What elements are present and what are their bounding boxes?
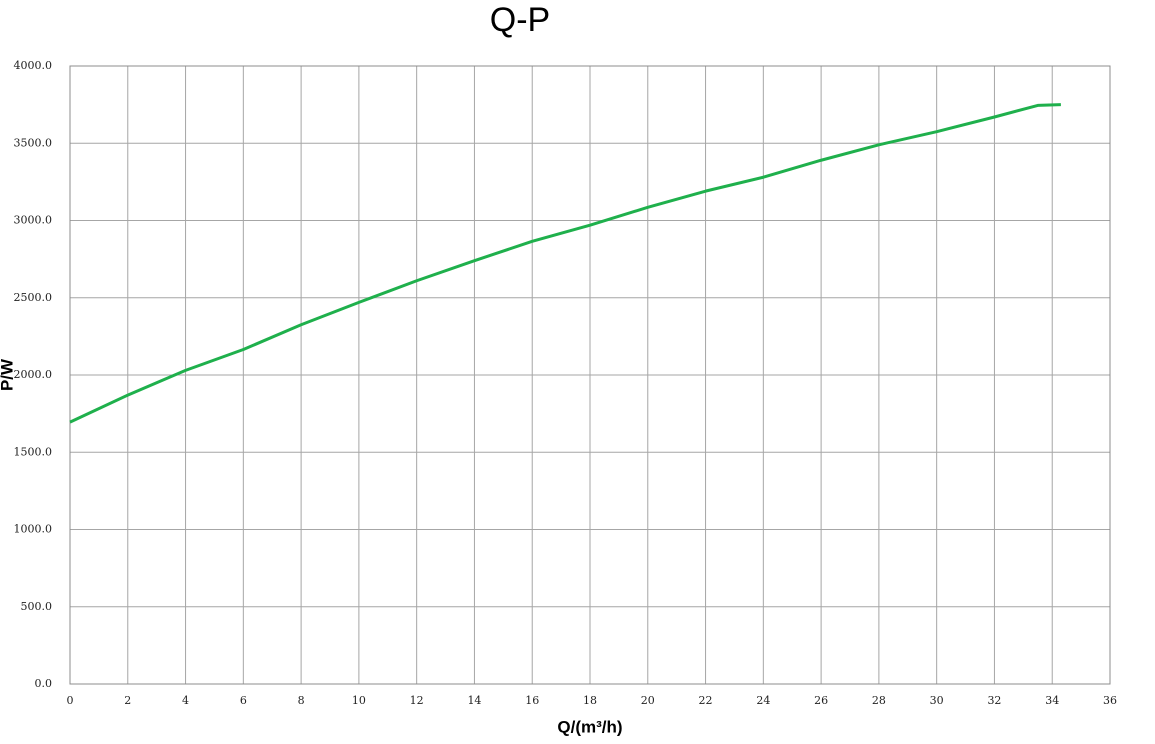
y-tick-label: 500.0 [21,600,53,613]
x-tick-label: 16 [525,694,539,707]
x-axis-label: Q/(m³/h) [557,717,622,736]
x-tick-label: 32 [987,694,1001,707]
x-tick-label: 8 [298,694,305,707]
x-tick-label: 0 [67,694,74,707]
y-tick-label: 2000.0 [14,368,53,381]
x-tick-label: 22 [699,694,713,707]
x-tick-label: 10 [352,694,366,707]
plot-border [69,65,1111,685]
x-tick-label: 6 [240,694,247,707]
y-tick-label: 1500.0 [14,445,53,458]
x-tick-label: 28 [872,694,886,707]
x-tick-label: 36 [1103,694,1117,707]
y-tick-label: 3500.0 [14,136,53,149]
y-tick-label: 1000.0 [14,523,53,536]
y-tick-label: 4000.0 [14,59,53,72]
x-tick-label: 4 [182,694,189,707]
x-tick-label: 12 [410,694,424,707]
x-tick-label: 14 [467,694,481,707]
chart-title: Q-P [490,1,550,39]
x-tick-label: 24 [756,694,770,707]
x-tick-label: 26 [814,694,828,707]
y-axis-label: P/W [0,358,16,391]
y-tick-label: 0.0 [35,677,53,690]
x-tick-label: 2 [124,694,131,707]
x-tick-label: 20 [641,694,655,707]
data-line [69,103,1061,424]
x-tick-label: 18 [583,694,597,707]
y-tick-label: 3000.0 [14,214,53,227]
x-tick-label: 34 [1045,694,1059,707]
x-tick-label: 30 [930,694,944,707]
y-tick-label: 2500.0 [14,291,53,304]
